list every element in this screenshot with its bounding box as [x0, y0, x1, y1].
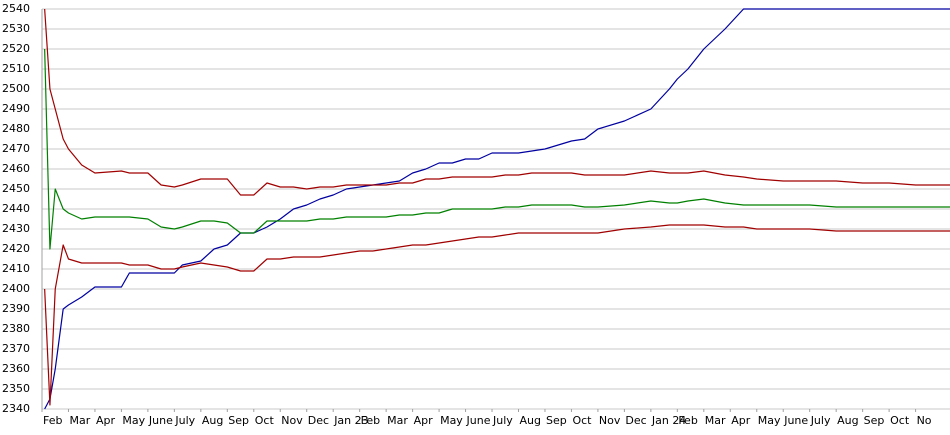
grid [42, 8, 950, 410]
x-tick-label: July [174, 414, 195, 427]
x-tick-label: Mar [387, 414, 408, 427]
y-tick-label: 2430 [2, 222, 30, 235]
x-tick-label: Mar [705, 414, 726, 427]
x-tick-label: Apr [96, 414, 116, 427]
y-tick-label: 2460 [2, 162, 30, 175]
y-tick-label: 2500 [2, 82, 30, 95]
y-tick-label: 2490 [2, 102, 30, 115]
x-tick-label: Sep [864, 414, 885, 427]
y-tick-label: 2340 [2, 402, 30, 415]
x-tick-label: July [492, 414, 513, 427]
x-tick-label: Jan 23 [333, 414, 368, 427]
x-tick-label: No [917, 414, 932, 427]
x-tick-label: July [810, 414, 831, 427]
x-tick-label: Dec [308, 414, 329, 427]
x-tick-label: Aug [202, 414, 223, 427]
x-tick-label: May [440, 414, 463, 427]
x-tick-label: June [783, 414, 808, 427]
x-tick-label: May [122, 414, 145, 427]
y-tick-label: 2480 [2, 122, 30, 135]
x-tick-label: Feb [361, 414, 380, 427]
y-tick-label: 2520 [2, 42, 30, 55]
y-tick-label: 2540 [2, 2, 30, 15]
y-tick-label: 2470 [2, 142, 30, 155]
labels: 2340 2350 2360 2370 2380 2390 2400 2410 2420 2430… [2, 2, 932, 427]
x-tick-label: June [466, 414, 491, 427]
x-tick-label: Apr [731, 414, 751, 427]
x-tick-label: May [758, 414, 781, 427]
series-line [44, 48, 950, 250]
y-tick-label: 2380 [2, 322, 30, 335]
series-line [44, 224, 950, 406]
x-tick-label: Oct [255, 414, 275, 427]
x-tick-label: Jan 24 [651, 414, 686, 427]
x-tick-label: Aug [837, 414, 858, 427]
x-tick-label: Oct [572, 414, 592, 427]
y-tick-label: 2370 [2, 342, 30, 355]
x-tick-label: Feb [678, 414, 697, 427]
x-tick-label: Mar [69, 414, 90, 427]
y-tick-label: 2400 [2, 282, 30, 295]
x-tick-label: Feb [43, 414, 62, 427]
y-tick-label: 2410 [2, 262, 30, 275]
x-tick-label: Sep [228, 414, 249, 427]
x-tick-label: Aug [520, 414, 541, 427]
series-line [44, 8, 950, 410]
lines [44, 8, 950, 410]
x-tick-label: Oct [890, 414, 910, 427]
y-tick-label: 2390 [2, 302, 30, 315]
x-tick-label: Sep [546, 414, 567, 427]
series-line [44, 8, 950, 196]
y-tick-label: 2360 [2, 362, 30, 375]
y-tick-label: 2450 [2, 182, 30, 195]
y-tick-label: 2530 [2, 22, 30, 35]
y-tick-label: 2510 [2, 62, 30, 75]
y-tick-label: 2440 [2, 202, 30, 215]
x-tick-label: Nov [281, 414, 303, 427]
x-tick-label: Nov [599, 414, 621, 427]
y-tick-label: 2350 [2, 382, 30, 395]
x-tick-label: Dec [625, 414, 646, 427]
y-tick-label: 2420 [2, 242, 30, 255]
x-tick-label: June [148, 414, 173, 427]
x-tick-label: Apr [414, 414, 434, 427]
